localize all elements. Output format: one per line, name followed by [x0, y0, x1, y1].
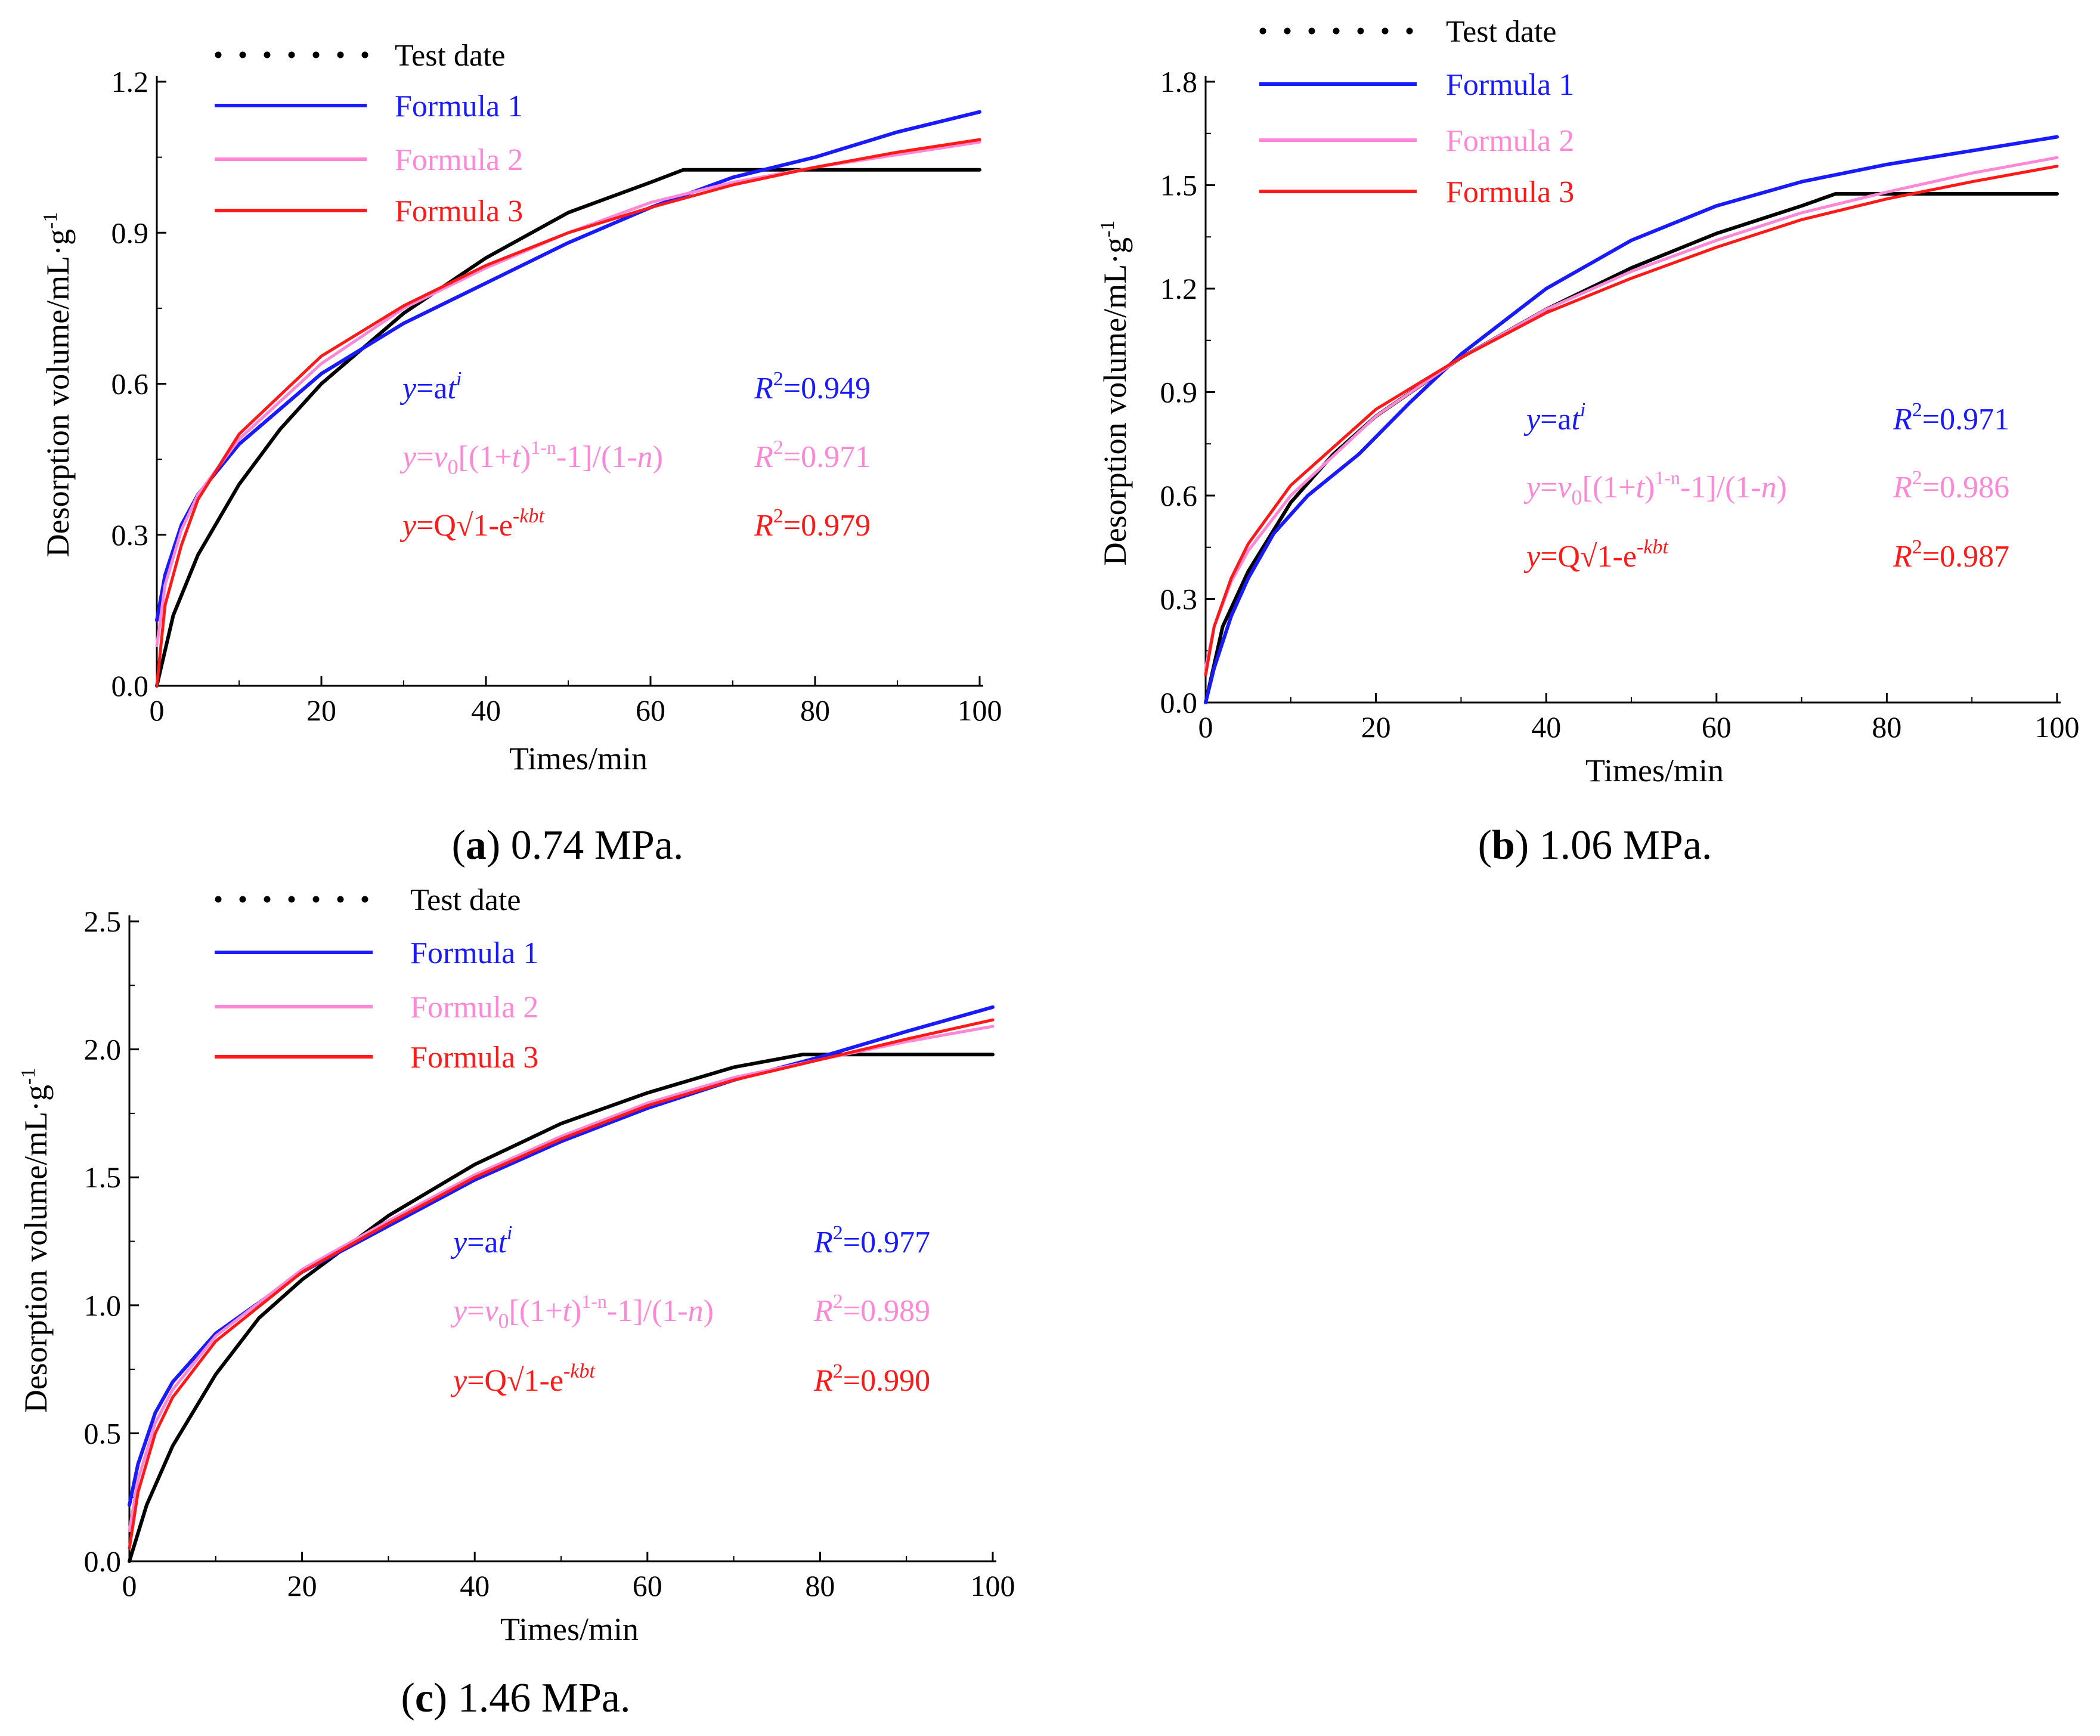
series-line-formula3 [128, 1018, 995, 1550]
r2-value-formula3: R2=0.979 [754, 505, 871, 543]
legend-label-test: Test date [410, 883, 521, 917]
x-axis-label: Times/min [1585, 753, 1724, 788]
series-line-formula1 [155, 110, 981, 623]
y-axis-label: Desorption volume/mL·g-1 [17, 1068, 54, 1413]
x-tick-label: 80 [1872, 710, 1901, 744]
legend-label-formula1: Formula 1 [410, 936, 538, 970]
x-tick-label: 40 [1531, 710, 1561, 744]
equation-formula2: y=v0[(1+t)1-n-1]/(1-n) [450, 1291, 714, 1333]
series-line-formula3 [155, 138, 981, 688]
r2-value-formula2: R2=0.971 [754, 437, 871, 474]
legend-label-test: Test date [395, 39, 506, 73]
equation-formula1: y=ati [1523, 399, 1585, 437]
x-tick-label: 60 [633, 1569, 662, 1602]
chart-panel-b: 0.0 0.3 0.6 0.9 1.2 1.5 1.8 0 20 40 60 80 100 Times/m… [1097, 15, 2080, 868]
y-tick-label: 0.9 [111, 216, 149, 249]
x-tick-label: 40 [471, 694, 501, 727]
y-tick-label: 0.3 [111, 518, 149, 552]
r2-value-formula1: R2=0.977 [813, 1222, 930, 1260]
y-tick-label: 1.8 [1160, 65, 1198, 98]
x-tick-label: 20 [287, 1569, 317, 1602]
x-tick-label: 60 [636, 694, 665, 727]
series-line-formula2 [128, 1025, 995, 1532]
legend-label-formula3: Formula 3 [395, 194, 523, 228]
x-tick-label: 100 [971, 1569, 1015, 1602]
r2-value-formula1: R2=0.971 [1893, 399, 2009, 437]
equation-formula3: y=Q√1-e-kbt [1523, 536, 1669, 574]
y-tick-label: 0.5 [84, 1416, 122, 1450]
x-tick-label: 20 [1361, 710, 1391, 744]
legend-label-formula1: Formula 1 [1446, 68, 1574, 102]
y-axis-label: Desorption volume/mL·g-1 [39, 212, 76, 558]
y-tick-label: 1.5 [84, 1161, 122, 1194]
r2-value-formula1: R2=0.949 [754, 368, 871, 406]
y-tick-label: 2.0 [84, 1033, 122, 1066]
x-tick-label: 100 [958, 694, 1002, 727]
x-tick-label: 40 [460, 1569, 490, 1602]
equation-formula2: y=v0[(1+t)1-n-1]/(1-n) [1523, 467, 1787, 509]
series-line-formula1 [1204, 135, 2059, 704]
y-tick-label: 0.0 [1160, 686, 1198, 719]
y-tick-label: 0.0 [84, 1545, 122, 1578]
legend-label-formula3: Formula 3 [410, 1041, 538, 1075]
x-tick-label: 0 [1198, 710, 1213, 744]
series-line-formula1 [128, 1005, 995, 1507]
y-tick-label: 0.0 [111, 669, 149, 703]
series-line-formula3 [1204, 165, 2059, 677]
chart-panel-c: 0.0 0.5 1.0 1.5 2.0 2.5 0 20 40 60 80 100 Times/min D… [17, 883, 1015, 1721]
panel-caption: (b) 1.06 MPa. [1478, 822, 1712, 868]
r2-value-formula2: R2=0.986 [1893, 467, 2009, 505]
y-tick-label: 0.3 [1160, 583, 1198, 616]
series-line-test [128, 1053, 995, 1563]
x-tick-label: 100 [2035, 710, 2080, 744]
x-tick-label: 80 [800, 694, 830, 727]
series-line-formula2 [1204, 156, 2059, 670]
legend-label-formula1: Formula 1 [395, 89, 523, 123]
panel-caption: (c) 1.46 MPa. [401, 1675, 631, 1721]
legend-label-test: Test date [1446, 15, 1557, 49]
x-axis-label: Times/min [500, 1611, 639, 1647]
legend-label-formula3: Formula 3 [1446, 175, 1574, 209]
r2-value-formula2: R2=0.989 [813, 1291, 930, 1328]
equation-formula3: y=Q√1-e-kbt [450, 1360, 596, 1398]
x-tick-label: 0 [122, 1569, 137, 1602]
legend-label-formula2: Formula 2 [395, 143, 523, 177]
x-tick-label: 0 [150, 694, 165, 727]
legend-label-formula2: Formula 2 [410, 991, 538, 1025]
chart-panel-a: 0.0 0.3 0.6 0.9 1.2 0 20 40 60 80 100 Times/min Deso… [39, 39, 1002, 868]
y-tick-label: 2.5 [84, 905, 122, 938]
y-tick-label: 0.6 [111, 367, 149, 401]
x-tick-label: 20 [306, 694, 336, 727]
y-tick-label: 0.9 [1160, 376, 1198, 409]
y-tick-label: 1.5 [1160, 169, 1198, 202]
equation-formula3: y=Q√1-e-kbt [399, 505, 545, 543]
x-tick-label: 80 [805, 1569, 835, 1602]
equation-formula1: y=ati [450, 1222, 512, 1260]
panel-caption: (a) 0.74 MPa. [452, 822, 684, 868]
r2-value-formula3: R2=0.990 [813, 1360, 930, 1398]
equation-formula1: y=ati [399, 368, 461, 406]
y-tick-label: 1.2 [111, 65, 149, 98]
x-axis-label: Times/min [509, 741, 648, 776]
y-tick-label: 1.2 [1160, 272, 1198, 305]
y-axis-label: Desorption volume/mL·g-1 [1097, 221, 1133, 566]
r2-value-formula3: R2=0.987 [1893, 536, 2009, 574]
series-line-test [155, 168, 981, 688]
y-tick-label: 0.6 [1160, 479, 1198, 512]
legend-label-formula2: Formula 2 [1446, 124, 1574, 158]
x-tick-label: 60 [1702, 710, 1732, 744]
y-tick-label: 1.0 [84, 1289, 122, 1322]
equation-formula2: y=v0[(1+t)1-n-1]/(1-n) [399, 437, 663, 479]
